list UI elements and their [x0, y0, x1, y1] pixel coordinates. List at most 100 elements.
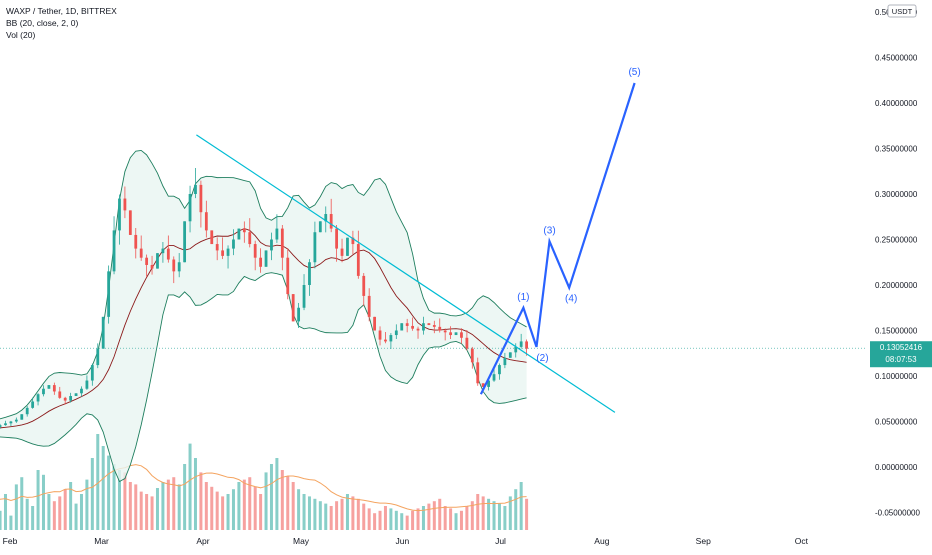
candle-body [422, 323, 425, 331]
price-tick-label: 0.45000000 [875, 54, 918, 63]
candle-body [416, 328, 420, 331]
candle-body [145, 257, 149, 265]
volume-bar [123, 472, 127, 530]
symbol-title: WAXP / Tether, 1D, BITTREX [6, 6, 117, 16]
candle-body [248, 232, 252, 245]
volume-bar [63, 489, 67, 530]
volume-bar [74, 503, 78, 530]
volume-bar [443, 506, 447, 530]
volume-bar [52, 501, 56, 530]
candle-body [476, 362, 480, 384]
candle-body [438, 326, 442, 331]
volume-bar [269, 464, 273, 530]
candle-body [508, 352, 512, 358]
candle-body [297, 307, 301, 322]
volume-bar [275, 458, 279, 530]
volume-bar [291, 482, 295, 530]
currency-badge-box [887, 4, 917, 18]
vol-legend[interactable]: Vol (20) [6, 30, 35, 41]
volume-bar [58, 496, 62, 530]
symbol-legend[interactable]: WAXP / Tether, 1D, BITTREX [6, 6, 117, 17]
candle-body [378, 330, 382, 340]
candle-body [96, 348, 100, 366]
volume-bar [286, 476, 290, 530]
volume-bar [449, 508, 453, 530]
candle-body [74, 393, 78, 397]
candle-body [313, 232, 317, 263]
volume-bar [405, 515, 409, 530]
candle-body [161, 248, 165, 254]
currency-badge[interactable]: USDT [887, 4, 917, 18]
bollinger-upper [0, 149, 527, 420]
candle-body [264, 250, 268, 267]
volume-bar [79, 494, 83, 530]
candle-body [215, 244, 219, 251]
volume-bar [139, 491, 143, 530]
candle-body [291, 294, 295, 322]
volume-bar [253, 486, 257, 530]
volume-bar [503, 506, 507, 530]
candle-body [242, 228, 246, 233]
volume-bar [221, 496, 225, 530]
volume-bar [487, 498, 491, 530]
volume-bar [199, 472, 203, 530]
candle-body [367, 295, 371, 317]
volume-bar [215, 491, 219, 530]
candle-body [400, 323, 404, 331]
price-tick-label: -0.05000000 [875, 509, 920, 518]
candle-body [85, 380, 89, 389]
candle-body [514, 346, 518, 353]
volume-bar [107, 455, 111, 530]
candle-body [237, 228, 241, 240]
volume-bar [459, 510, 463, 530]
wave-label: (1) [517, 292, 529, 303]
volume-bar [307, 496, 311, 530]
candle-body [69, 396, 73, 401]
candle-body [194, 184, 197, 194]
candle-body [226, 248, 230, 256]
candle-body [80, 388, 83, 394]
price-tick-label: 0.10000000 [875, 372, 918, 381]
candle-body [20, 414, 24, 420]
candle-body [123, 198, 127, 211]
candle-body [90, 365, 94, 381]
candle-body [259, 257, 263, 267]
candle-body [63, 397, 67, 401]
volume-bar [96, 434, 100, 530]
volume-bar [470, 501, 474, 530]
volume-bar [389, 508, 393, 530]
volume-bar [378, 510, 382, 530]
candle-body [0, 425, 2, 427]
volume-bar [248, 477, 252, 530]
candle-body [356, 244, 360, 276]
bb-indicator-label: BB (20, close, 2, 0) [6, 18, 79, 28]
volume-bar [421, 506, 425, 530]
candle-body [362, 275, 366, 296]
candle-body [118, 198, 121, 231]
candle-body [324, 214, 328, 222]
bollinger-fill [0, 150, 527, 482]
volume-bar [400, 513, 404, 530]
volume-bar [373, 513, 377, 530]
volume-bar [161, 482, 165, 530]
volume-bar [367, 508, 371, 530]
elliott-wave-path [479, 82, 636, 395]
volume-bar [166, 479, 170, 530]
candle-body [199, 184, 203, 213]
candle-body [47, 385, 51, 389]
volume-bar [204, 482, 208, 530]
candle-body [101, 316, 105, 349]
volume-bar [318, 501, 322, 530]
time-tick-label: Apr [196, 536, 209, 546]
price-tick-label: 0.00000000 [875, 463, 918, 472]
volume-bar [297, 489, 301, 530]
time-tick-label: Jul [495, 536, 506, 546]
volume-bar [36, 470, 40, 530]
volume-bar [383, 506, 387, 530]
volume-bar [259, 494, 263, 530]
price-tick-label: 0.35000000 [875, 145, 918, 154]
bb-legend[interactable]: BB (20, close, 2, 0) [6, 18, 78, 29]
candle-body [329, 214, 333, 229]
